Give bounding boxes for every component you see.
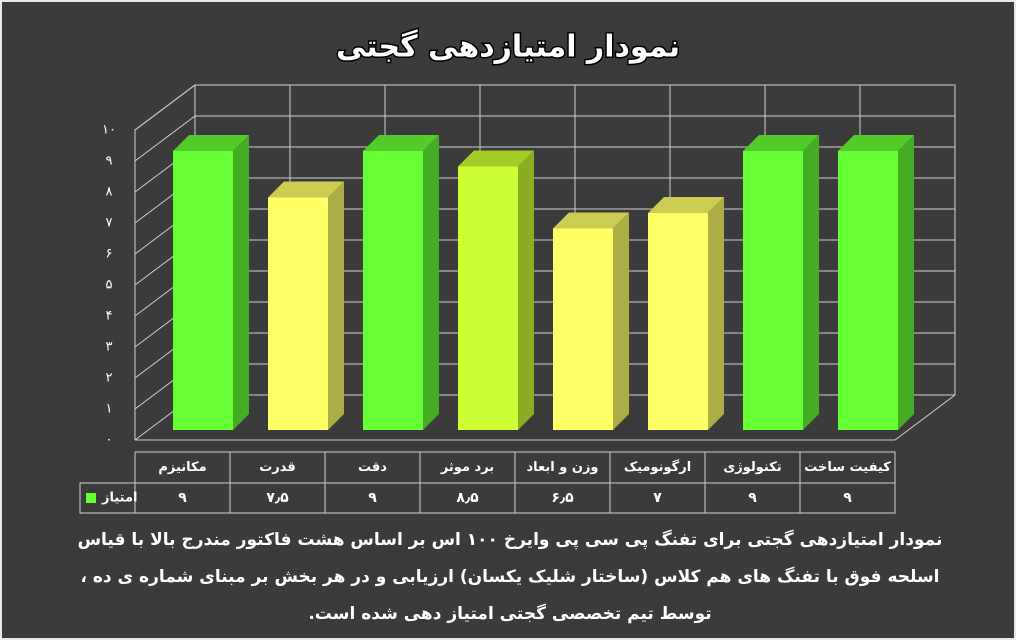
x-tick-label: کیفیت ساخت bbox=[804, 460, 891, 475]
bar-side bbox=[613, 212, 629, 430]
legend-label: امتیاز bbox=[101, 491, 137, 506]
bar-front bbox=[743, 151, 803, 430]
caption-line: توسط تیم تخصصی گجتی امتیاز دهی شده است. bbox=[308, 604, 712, 624]
y-tick-label: ۵ bbox=[106, 278, 113, 293]
bar-side bbox=[423, 135, 439, 430]
bar-top bbox=[743, 135, 819, 151]
grid-line bbox=[134, 394, 955, 441]
grid-line bbox=[134, 363, 955, 410]
bar-front bbox=[363, 151, 423, 430]
bar bbox=[743, 135, 819, 430]
y-tick-label: ۱۰ bbox=[102, 123, 116, 138]
bar-top bbox=[553, 212, 629, 229]
value-label: ۹ bbox=[748, 490, 757, 506]
grid-line bbox=[134, 146, 955, 193]
bar-side bbox=[233, 135, 249, 430]
bar bbox=[363, 135, 439, 430]
grid-line bbox=[134, 115, 955, 162]
bar-front bbox=[458, 166, 518, 430]
x-tick-label: وزن و ابعاد bbox=[526, 460, 598, 475]
bar bbox=[458, 150, 534, 430]
x-tick-label: ارگونومیک bbox=[624, 459, 691, 475]
bar-side bbox=[518, 150, 534, 430]
bar-top bbox=[458, 150, 534, 167]
bar bbox=[838, 135, 914, 430]
bar bbox=[553, 212, 629, 430]
y-tick-label: ۰ bbox=[106, 433, 113, 448]
bar-front bbox=[268, 197, 328, 430]
bar-top bbox=[268, 181, 344, 198]
bar-top bbox=[173, 135, 249, 151]
y-tick-label: ۲ bbox=[106, 371, 113, 386]
y-tick-label: ۹ bbox=[106, 154, 113, 169]
grid-line bbox=[134, 177, 955, 224]
bar-front bbox=[173, 151, 233, 430]
grid-line bbox=[134, 239, 955, 286]
x-tick-label: قدرت bbox=[259, 460, 296, 475]
grid-line bbox=[134, 208, 955, 255]
x-tick-label: دقت bbox=[358, 460, 387, 475]
value-label: ۶٫۵ bbox=[551, 490, 574, 506]
x-tick-label: برد موثر bbox=[440, 460, 494, 475]
value-label: ۹ bbox=[843, 490, 852, 506]
y-tick-label: ۶ bbox=[106, 247, 113, 262]
caption-line: اسلحه فوق با تفنگ های هم کلاس (ساختار شل… bbox=[80, 567, 940, 587]
table-border bbox=[79, 451, 896, 514]
bar-front bbox=[838, 151, 898, 430]
y-tick-label: ۸ bbox=[106, 185, 113, 200]
bar-top bbox=[838, 135, 914, 151]
y-tick-label: ۳ bbox=[106, 340, 113, 355]
bar-side bbox=[708, 197, 724, 430]
grid-line bbox=[134, 84, 955, 131]
value-label: ۸٫۵ bbox=[456, 490, 479, 506]
bar-side bbox=[803, 135, 819, 430]
grid-line bbox=[134, 332, 955, 379]
bar bbox=[648, 197, 724, 430]
wall-edge bbox=[134, 84, 956, 441]
x-tick-label: تکنولوژی bbox=[723, 460, 781, 475]
bar-side bbox=[328, 181, 344, 430]
x-tick-label: مکانیزم bbox=[158, 460, 206, 475]
caption-line: نمودار امتیازدهی گجتی برای تفنگ پی سی پی… bbox=[77, 530, 943, 550]
bar-top bbox=[648, 197, 724, 213]
y-tick-label: ۴ bbox=[106, 309, 113, 324]
caption: نمودار امتیازدهی گجتی برای تفنگ پی سی پی… bbox=[42, 522, 978, 633]
y-tick-label: ۱ bbox=[106, 402, 113, 417]
chart-title: نمودار امتیازدهی گجتی bbox=[336, 29, 680, 65]
value-label: ۷ bbox=[653, 490, 662, 506]
bar bbox=[173, 135, 249, 430]
bar bbox=[268, 181, 344, 430]
bar-side bbox=[898, 135, 914, 430]
value-label: ۹ bbox=[178, 490, 187, 506]
legend-swatch bbox=[86, 493, 96, 503]
bar-front bbox=[648, 213, 708, 430]
bar-front bbox=[553, 228, 613, 430]
grid-line bbox=[134, 270, 955, 317]
value-label: ۷٫۵ bbox=[266, 490, 289, 506]
value-label: ۹ bbox=[368, 490, 377, 506]
grid-line bbox=[134, 301, 955, 348]
y-tick-label: ۷ bbox=[106, 216, 113, 231]
bar-top bbox=[363, 135, 439, 151]
